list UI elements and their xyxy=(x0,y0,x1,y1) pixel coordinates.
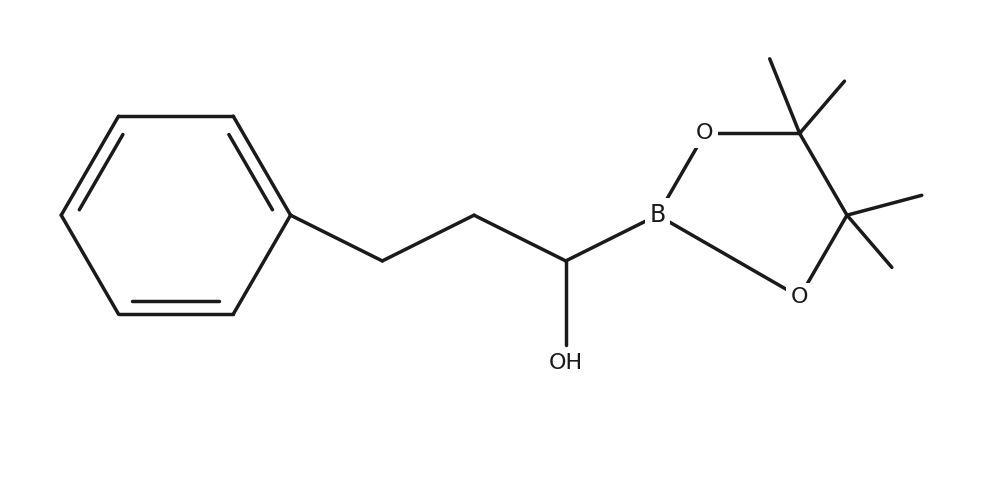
Text: O: O xyxy=(697,124,713,143)
Text: OH: OH xyxy=(548,353,583,373)
Text: B: B xyxy=(649,203,666,227)
Text: O: O xyxy=(791,287,808,307)
